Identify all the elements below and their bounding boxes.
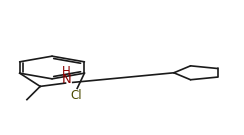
Text: N: N: [62, 73, 71, 86]
Text: H: H: [62, 65, 71, 78]
Text: Cl: Cl: [70, 89, 82, 102]
